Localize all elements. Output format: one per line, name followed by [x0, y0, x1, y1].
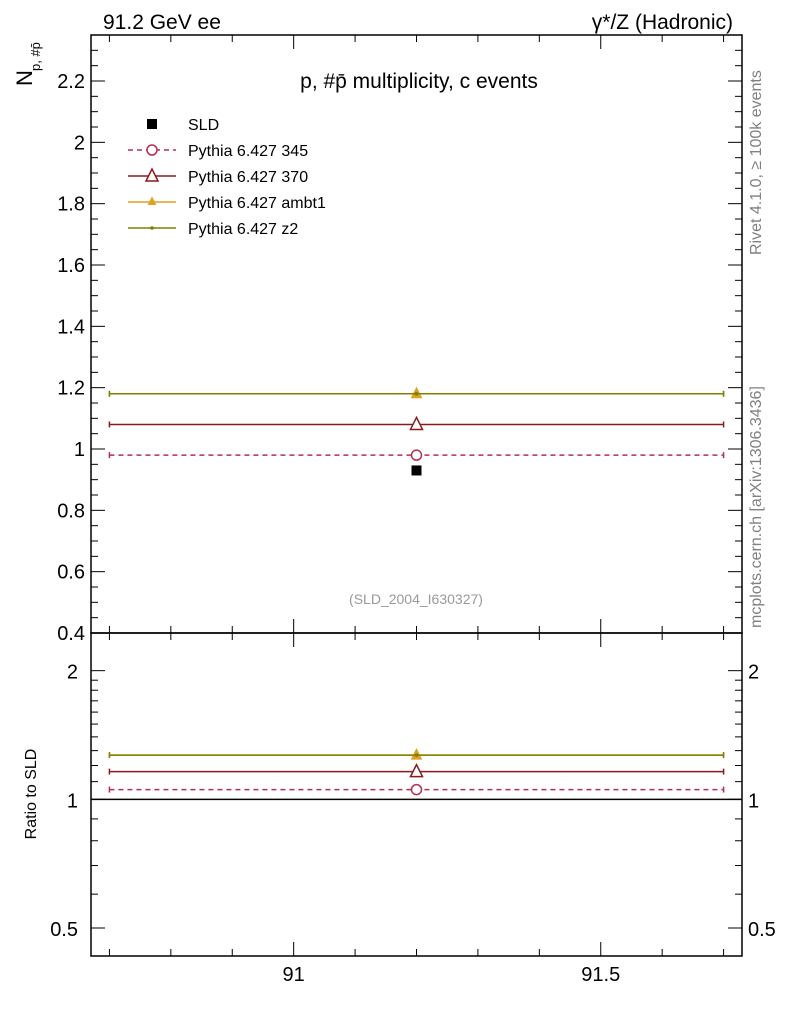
ratio-series-z2: [108, 752, 725, 759]
sld-data-point: [411, 465, 422, 476]
legend-marker: [150, 226, 154, 230]
legend-label: Pythia 6.427 345: [188, 143, 308, 160]
legend-label: Pythia 6.427 z2: [188, 221, 298, 238]
y-tick-label: 0.6: [57, 562, 85, 584]
main-axis-ticks: 0.4 0.6 0.8 1 1.2 1.4 1.6 1.8 2 2.2: [57, 34, 742, 645]
ratio-series-345: [108, 783, 725, 796]
legend-entry: Pythia 6.427 345: [128, 143, 308, 160]
legend-entry: Pythia 6.427 370: [128, 167, 308, 186]
series-z2: [108, 390, 725, 397]
rivet-version-label: Rivet 4.1.0, ≥ 100k events: [748, 70, 765, 255]
y-tick-label: 1.2: [57, 378, 85, 400]
y-tick-label: 0.4: [57, 623, 85, 645]
legend-marker: [147, 119, 157, 129]
ratio-axis-ticks: 0.5 0.5 1 1 2 2 91 91.5: [50, 633, 776, 986]
series-370: [108, 415, 725, 431]
legend-entry: SLD: [147, 117, 219, 134]
series-345: [108, 449, 725, 461]
ratio-y-tick-label-right: 1: [748, 790, 759, 812]
ratio-y-tick-label-right: 0.5: [748, 919, 776, 941]
legend-label: Pythia 6.427 370: [188, 169, 308, 186]
ratio-y-tick-label: 0.5: [50, 919, 78, 941]
ratio-y-tick-label: 1: [67, 790, 78, 812]
ratio-series-370: [108, 762, 725, 778]
x-tick-label: 91: [283, 964, 305, 986]
ratio-y-axis-label: Ratio to SLD: [23, 749, 40, 840]
y-axis-label-sub: p, #p̄: [28, 42, 43, 71]
legend-entry: Pythia 6.427 z2: [128, 221, 298, 238]
y-tick-label: 0.8: [57, 500, 85, 522]
main-series-group: [108, 386, 725, 476]
plot-title: p, #p̄ multiplicity, c events: [300, 70, 538, 93]
legend-label: SLD: [188, 117, 219, 134]
ratio-y-tick-label-right: 2: [748, 662, 759, 684]
ratio-marker: [414, 753, 419, 757]
y-tick-label: 1: [74, 439, 85, 461]
legend-marker: [147, 196, 157, 205]
y-tick-label: 1.4: [57, 316, 85, 338]
series-marker: [409, 415, 424, 431]
mcplots-label: mcplots.cern.ch [arXiv:1306.3436]: [748, 386, 765, 628]
series-marker: [414, 392, 419, 396]
legend-label: Pythia 6.427 ambt1: [188, 195, 326, 212]
y-axis-label: N p, #p̄: [12, 42, 43, 86]
header-process: γ*/Z (Hadronic): [592, 11, 733, 34]
ratio-marker: [410, 783, 423, 796]
ratio-y-tick-label: 2: [67, 662, 78, 684]
svg-text:N: N: [12, 70, 37, 86]
x-tick-label: 91.5: [581, 964, 620, 986]
ratio-series-group: [108, 747, 725, 796]
series-marker: [410, 449, 423, 461]
y-tick-label: 2: [74, 132, 85, 154]
legend-marker: [146, 144, 158, 156]
analysis-id: (SLD_2004_I630327): [349, 591, 483, 607]
legend-entry: Pythia 6.427 ambt1: [128, 195, 326, 212]
legend-marker: [144, 167, 160, 182]
y-tick-label: 2.2: [57, 71, 85, 93]
header-energy: 91.2 GeV ee: [103, 11, 221, 34]
legend: SLD Pythia 6.427 345 Pythia 6.427 370 Pythi…: [128, 117, 326, 238]
y-tick-label: 1.6: [57, 255, 85, 277]
ratio-marker: [409, 762, 424, 778]
y-tick-label: 1.8: [57, 194, 85, 216]
